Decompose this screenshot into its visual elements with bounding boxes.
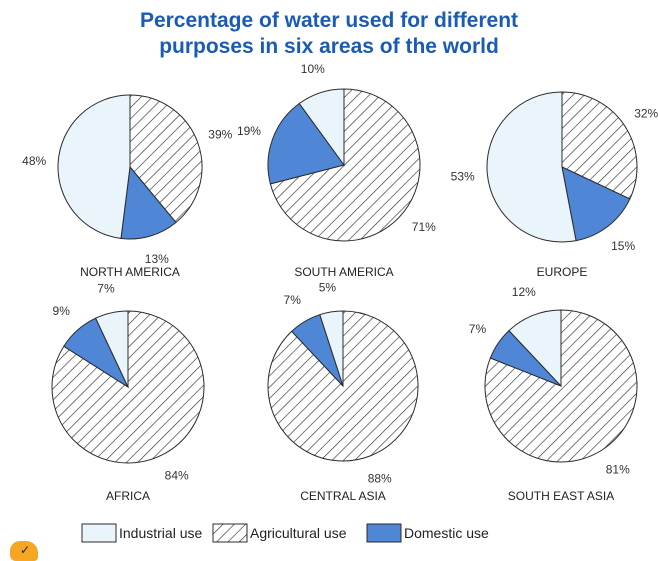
- value-label-agricultural-use: 81%: [606, 463, 630, 477]
- value-label-agricultural-use: 71%: [412, 220, 436, 234]
- slice-agricultural-use: [129, 94, 203, 224]
- legend-swatch-industrial-use: [81, 523, 117, 543]
- pie-south-america: 71% 19% 10% SOUTH AMERICA: [237, 62, 436, 279]
- value-label-domestic-use: 13%: [145, 252, 169, 266]
- chart-title: Percentage of water used for different p…: [0, 8, 658, 60]
- pie-name-label: NORTH AMERICA: [80, 265, 180, 279]
- legend-label-agricultural-use: Agricultural use: [250, 525, 347, 541]
- slice-industrial-use: [94, 310, 129, 388]
- slice-industrial-use: [486, 91, 577, 243]
- slice-industrial-use: [319, 310, 344, 387]
- slice-agricultural-use: [269, 88, 421, 242]
- pie-name-label: EUROPE: [537, 265, 588, 279]
- value-label-agricultural-use: 39%: [208, 127, 232, 141]
- value-label-agricultural-use: 32%: [634, 107, 658, 121]
- slice-domestic-use: [120, 165, 177, 240]
- value-label-industrial-use: 12%: [512, 285, 536, 299]
- value-label-industrial-use: 48%: [22, 154, 46, 168]
- pie-north-america: 39% 13% 48% NORTH AMERICA: [22, 94, 233, 279]
- value-label-domestic-use: 7%: [469, 322, 487, 336]
- value-label-domestic-use: 19%: [237, 124, 261, 138]
- value-label-agricultural-use: 88%: [368, 472, 392, 486]
- pie-name-label: SOUTH AMERICA: [294, 265, 393, 279]
- value-label-industrial-use: 53%: [451, 169, 475, 183]
- legend-swatch-agricultural-use: [212, 523, 248, 543]
- chart-title-line-1: Percentage of water used for different: [139, 9, 519, 32]
- slice-industrial-use: [298, 88, 345, 167]
- chart-title-line-2: purposes in six areas of the world: [159, 35, 499, 58]
- slice-agricultural-use: [484, 309, 638, 463]
- legend: Industrial use Agricultural use Domestic u…: [81, 523, 489, 543]
- pie-name-label: SOUTH EAST ASIA: [508, 489, 614, 503]
- slice-industrial-use: [508, 309, 562, 388]
- value-label-agricultural-use: 84%: [165, 469, 189, 483]
- slice-domestic-use: [561, 166, 631, 242]
- value-label-industrial-use: 5%: [319, 280, 337, 294]
- legend-swatch-domestic-use: [366, 523, 402, 543]
- pie-europe: 32% 15% 53% EUROPE: [451, 91, 658, 279]
- value-label-domestic-use: 7%: [284, 293, 302, 307]
- check-badge-icon: ✓: [10, 541, 38, 561]
- legend-item-agricultural-use: Agricultural use: [212, 523, 347, 543]
- value-label-industrial-use: 10%: [301, 62, 325, 76]
- legend-item-industrial-use: Industrial use: [81, 523, 202, 543]
- value-label-domestic-use: 15%: [611, 239, 635, 253]
- legend-item-domestic-use: Domestic use: [366, 523, 489, 543]
- slice-agricultural-use: [561, 91, 638, 200]
- check-glyph: ✓: [20, 543, 31, 557]
- pie-name-label: CENTRAL ASIA: [300, 489, 386, 503]
- pie-south-east-asia: 81% 7% 12% SOUTH EAST ASIA: [469, 285, 638, 503]
- pie-central-asia: 88% 7% 5% CENTRAL ASIA: [267, 280, 419, 503]
- value-label-domestic-use: 9%: [53, 304, 71, 318]
- value-label-industrial-use: 7%: [97, 281, 115, 295]
- pie-name-label: AFRICA: [106, 489, 150, 503]
- legend-label-industrial-use: Industrial use: [119, 525, 202, 541]
- pie-africa: 84% 9% 7% AFRICA: [51, 281, 205, 503]
- slice-domestic-use: [267, 102, 345, 185]
- slice-industrial-use: [57, 94, 131, 239]
- legend-label-domestic-use: Domestic use: [404, 525, 489, 541]
- slice-agricultural-use: [51, 310, 205, 464]
